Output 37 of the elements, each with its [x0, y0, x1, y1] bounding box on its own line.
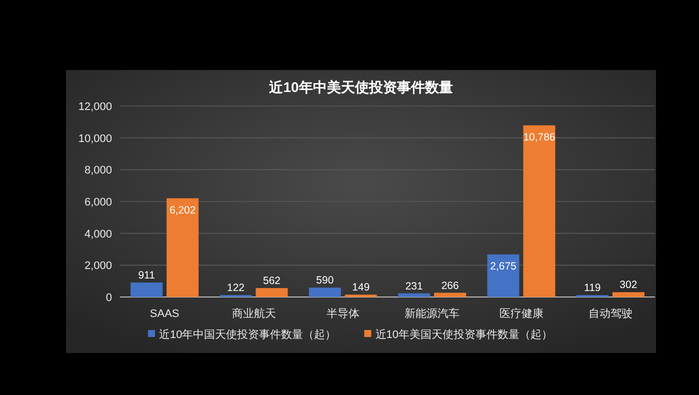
x-tick-label: 新能源汽车 [404, 307, 460, 320]
y-tick-label: 0 [106, 292, 112, 304]
y-tick-label: 2,000 [84, 260, 112, 272]
data-label: 2,675 [490, 260, 517, 272]
legend-label: 近10年中国天使投资事件数量（起） [159, 328, 336, 341]
y-tick-label: 8,000 [84, 164, 112, 177]
data-label: 562 [262, 275, 281, 288]
data-label: 122 [226, 282, 245, 294]
x-tick-label: 医疗健康 [499, 307, 544, 320]
data-label: 231 [405, 280, 423, 292]
data-label: 6,202 [169, 204, 196, 216]
chart-title: 近10年中美天使投资事件数量 [268, 79, 453, 95]
bar [487, 254, 520, 297]
bar [130, 282, 163, 297]
bar [166, 198, 199, 297]
data-label: 10,786 [523, 131, 556, 144]
bar [398, 293, 430, 297]
x-tick-label: 商业航天 [232, 307, 276, 320]
y-tick-label: 12,000 [78, 101, 112, 113]
data-label: 119 [584, 282, 601, 294]
data-label: 911 [138, 270, 156, 282]
x-tick-label: SAAS [150, 308, 180, 320]
bar [308, 288, 341, 297]
legend-label: 近10年美国天使投资事件数量（起） [375, 328, 552, 341]
data-label: 590 [316, 274, 334, 287]
x-tick-label: 自动驾驶 [588, 307, 632, 320]
x-tick-label: 半导体 [326, 307, 360, 320]
data-label: 302 [620, 279, 638, 292]
bar [434, 292, 466, 297]
y-tick-label: 4,000 [84, 228, 112, 240]
data-label: 266 [441, 280, 459, 292]
data-label: 149 [352, 282, 370, 294]
y-tick-label: 10,000 [78, 132, 112, 145]
bar [256, 288, 288, 297]
bar [612, 292, 644, 297]
bar [523, 125, 556, 297]
y-tick-label: 6,000 [84, 196, 112, 208]
